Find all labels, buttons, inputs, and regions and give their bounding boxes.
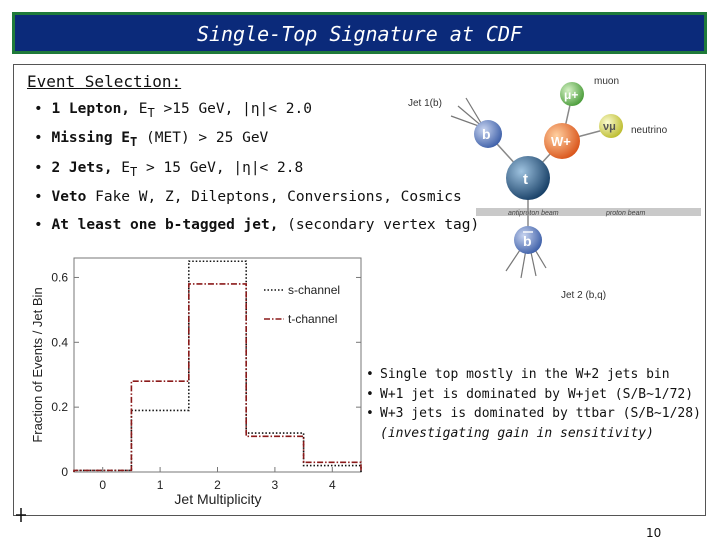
bullet-bold: 1 Lepton, (51, 101, 131, 117)
bbar-quark-ball (514, 226, 542, 254)
legend-label: t-channel (288, 312, 337, 326)
single-top-event-diagram: antiproton beam proton beam b W+ μ+ νμ t… (408, 76, 701, 301)
bullet-bold: Veto (51, 189, 87, 205)
note-item: • W+3 jets is dominated by ttbar (S/B~1/2… (366, 404, 701, 424)
bullet-bold: 2 Jets, (51, 160, 113, 176)
y-tick-label: 0.4 (51, 335, 68, 349)
bullet-rest: ET >15 GeV, |η|< 2.0 (130, 101, 312, 120)
bbar-label: b (523, 233, 532, 249)
top-quark-ball (506, 156, 550, 200)
plot-frame (73, 257, 362, 473)
y-axis-label: Fraction of Events / Jet Bin (30, 287, 45, 442)
neutrino-label: neutrino (631, 125, 668, 136)
bullet-bold: Missing ET (51, 130, 138, 149)
note-italic: (investigating gain in sensitivity) (380, 425, 654, 441)
jet-multiplicity-histogram: 0 0.2 0.4 0.6 0 1 2 3 4 s-channel t-channel Jet … (30, 257, 362, 507)
note-item: • W+1 jet is dominated by W+jet (S/B~1/72… (366, 385, 701, 405)
muon-ball (560, 82, 584, 106)
jet2-label: Jet 2 (b,q) (561, 290, 606, 301)
selection-bullet: • 2 Jets, ET > 15 GeV, |η|< 2.8 (34, 160, 304, 179)
b-quark-ball (474, 120, 502, 148)
selection-bullet: • At least one b-tagged jet, (secondary … (34, 217, 480, 233)
bullet-rest: Fake W, Z, Dileptons, Conversions, Cosmi… (86, 189, 462, 205)
x-tick-label: 3 (272, 478, 279, 492)
corner-mark (16, 508, 26, 522)
bullet-rest: ET > 15 GeV, |η|< 2.8 (112, 160, 304, 179)
note-text: W+3 jets is dominated by ttbar (S/B~1/28… (380, 406, 701, 421)
x-axis-label: Jet Multiplicity (174, 491, 261, 507)
antiproton-label: antiproton beam (508, 210, 559, 217)
y-tick-label: 0 (61, 465, 68, 479)
x-tick-label: 1 (157, 478, 164, 492)
series-line-t-channel (73, 283, 362, 472)
legend-label: s-channel (288, 283, 340, 297)
y-ticks: 0 0.2 0.4 0.6 (51, 270, 361, 479)
note-text: Single top mostly in the W+2 jets bin (380, 367, 670, 382)
y-tick-label: 0.6 (51, 270, 68, 284)
proton-label: proton beam (605, 210, 645, 217)
y-tick-label: 0.2 (51, 400, 68, 414)
muon-label: muon (594, 76, 619, 87)
slide-title: Single-Top Signature at CDF (196, 22, 523, 46)
histogram-series (73, 260, 362, 472)
w-boson-ball (544, 123, 580, 159)
mu-label: μ+ (564, 88, 578, 102)
page-number: 10 (646, 526, 662, 540)
x-ticks: 0 1 2 3 4 (99, 467, 336, 492)
title-bar: Single-Top Signature at CDF (12, 12, 707, 54)
content-frame (13, 64, 706, 516)
note-bullet: • (366, 367, 374, 382)
selection-bullet: • 1 Lepton, ET >15 GeV, |η|< 2.0 (34, 101, 312, 120)
bullet-bold: At least one b-tagged jet, (51, 217, 279, 233)
x-tick-label: 2 (214, 478, 221, 492)
chart-legend: s-channel t-channel (264, 283, 340, 326)
nu-label: νμ (603, 121, 616, 133)
event-selection-heading: Event Selection: (27, 72, 182, 91)
t-label: t (523, 171, 528, 188)
x-tick-label: 0 (99, 478, 106, 492)
notes-list: • Single top mostly in the W+2 jets bin •… (366, 365, 701, 443)
bullet-rest: (secondary vertex tag) (278, 217, 480, 233)
bullet-rest: (MET) > 25 GeV (137, 130, 269, 146)
selection-bullet: • Missing ET (MET) > 25 GeV (34, 130, 269, 149)
b-label: b (482, 126, 491, 142)
jet1-label: Jet 1(b) (408, 98, 442, 109)
w-label: W+ (551, 134, 571, 149)
x-tick-label: 4 (329, 478, 336, 492)
note-item: • Single top mostly in the W+2 jets bin (366, 365, 701, 385)
note-bullet: • (366, 406, 374, 421)
beam-line (476, 208, 701, 216)
neutrino-ball (599, 114, 623, 138)
selection-bullet: • Veto Fake W, Z, Dileptons, Conversions… (34, 189, 462, 205)
note-text: W+1 jet is dominated by W+jet (S/B~1/72) (380, 386, 694, 402)
note-bullet: • (366, 386, 374, 402)
